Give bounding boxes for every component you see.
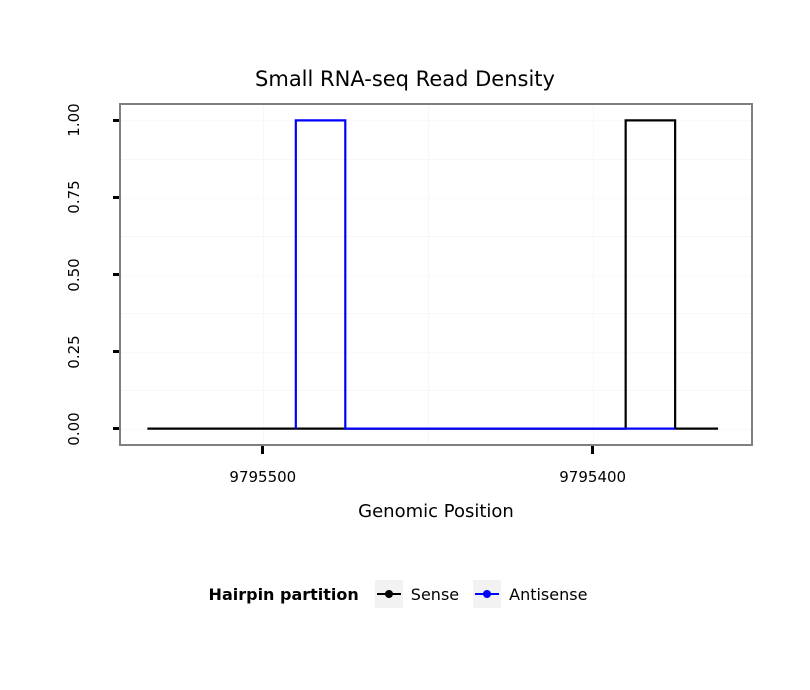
y-axis-title: Total Reads <box>30 170 56 380</box>
legend-key-dot <box>384 590 393 598</box>
gridline-horizontal <box>121 313 751 314</box>
plot-panel-inner <box>121 105 751 444</box>
x-axis-title: Genomic Position <box>358 501 514 522</box>
gridline-horizontal-major <box>121 351 751 353</box>
y-tick-mark <box>113 273 119 276</box>
gridline-horizontal <box>121 236 751 237</box>
data-series-layer <box>147 119 719 430</box>
legend-label: Antisense <box>509 584 588 604</box>
legend-label: Sense <box>410 584 460 604</box>
series-line-sense <box>147 119 719 430</box>
legend-title: Hairpin partition <box>208 584 359 604</box>
plot-panel <box>119 103 753 446</box>
y-tick-mark <box>113 350 119 354</box>
series-line-antisense <box>294 119 676 430</box>
gridline-horizontal-major <box>121 274 751 276</box>
legend-item-sense[interactable]: Sense <box>374 580 460 608</box>
gridline-horizontal <box>121 390 751 392</box>
y-tick-label: 0.25 <box>65 334 83 369</box>
x-tick-mark <box>261 446 265 454</box>
gridline-vertical <box>592 105 594 444</box>
legend-item-antisense[interactable]: Antisense <box>473 580 587 608</box>
y-tick-mark <box>113 195 119 199</box>
legend-key-swatch <box>473 580 502 608</box>
y-tick-label: 0.50 <box>65 257 83 292</box>
gridline-horizontal-major <box>121 197 751 199</box>
gridline-horizontal <box>121 158 751 160</box>
y-tick-mark <box>113 427 119 431</box>
y-tick-label: 1.00 <box>65 103 83 138</box>
y-tick-mark <box>113 118 119 122</box>
x-tick-label: 9795500 <box>229 468 297 486</box>
gridline-vertical <box>262 105 264 444</box>
legend-items: Sense Antisense <box>374 580 602 608</box>
y-tick-label: 0.75 <box>65 180 83 215</box>
legend-key-swatch <box>374 580 403 608</box>
x-tick-mark <box>591 446 595 454</box>
gridline-horizontal-major <box>121 120 751 122</box>
gridline-vertical <box>427 105 429 444</box>
chart-title: Small RNA-seq Read Density <box>255 67 555 91</box>
y-tick-label: 0.00 <box>65 411 83 446</box>
legend-key-dot <box>483 590 492 598</box>
x-tick-label: 9795400 <box>559 468 627 486</box>
legend: Hairpin partition Sense Antisense <box>0 580 810 608</box>
